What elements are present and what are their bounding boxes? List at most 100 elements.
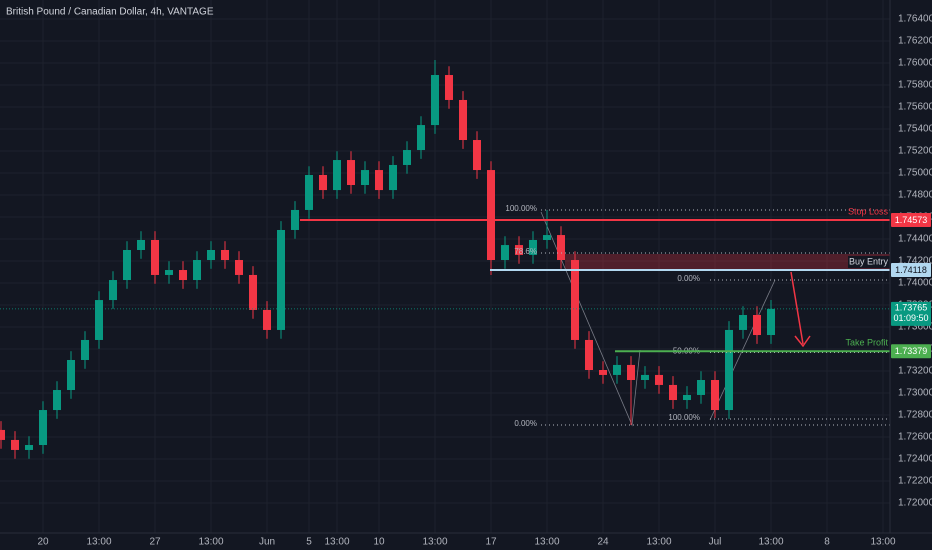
candle-body (249, 274, 257, 310)
candle-body (123, 250, 132, 281)
candle-body (767, 308, 775, 336)
axes: 1.72000 1.72200 1.72400 1.72600 1.72800 1.730… (37, 14, 932, 548)
level-tag (891, 263, 931, 278)
fib-label: 0.00% (514, 419, 537, 428)
candle-body (11, 439, 20, 450)
y-tick-label: 1.75200 (898, 146, 932, 157)
candle-body (501, 245, 509, 261)
candle-body (641, 374, 649, 381)
candle-body (81, 339, 90, 360)
candle-body (585, 339, 593, 370)
plot: 100.00%78.6%0.00%0.00%50.00%100.00%Stop … (0, 60, 890, 459)
candle-body (725, 329, 733, 411)
candle-body (277, 229, 285, 330)
candle-body (431, 75, 439, 126)
candle-body (683, 394, 691, 401)
y-tick-label: 1.75800 (898, 80, 932, 91)
candle-body (207, 250, 216, 261)
fib-guide (709, 279, 776, 421)
level-tag-label: 1.74118 (895, 265, 927, 275)
candle-body (109, 280, 118, 301)
x-tick-label: Jul (709, 537, 722, 548)
x-tick-label: 24 (597, 537, 609, 548)
candle-body (739, 315, 747, 330)
y-tick-label: 1.72400 (898, 454, 932, 465)
level-tag (891, 212, 931, 227)
level-tag-label: 1.73379 (895, 346, 928, 356)
x-tick-label: 20 (37, 537, 49, 548)
candle-body (417, 125, 425, 151)
candle-body (221, 250, 230, 261)
candle-body (0, 429, 6, 440)
level-tag (891, 344, 931, 359)
countdown-label: 01:09:50 (893, 313, 928, 323)
grid (0, 0, 890, 533)
level-name: Buy Entry (849, 256, 889, 266)
candle-body (571, 260, 579, 340)
candle-body (361, 170, 369, 185)
candle-body (445, 75, 453, 100)
candle-body (711, 380, 719, 411)
candle-body (599, 369, 607, 375)
fib-label: 100.00% (668, 413, 700, 422)
arrow (790, 271, 804, 345)
chart-title: British Pound / Canadian Dollar, 4h, VAN… (6, 7, 214, 18)
x-tick-label: Jun (259, 537, 275, 548)
candle-body (39, 410, 48, 446)
y-tick-label: 1.73600 (898, 322, 932, 333)
candle-body (165, 270, 174, 275)
candle-body (235, 260, 244, 275)
x-tick-label: 13:00 (870, 537, 895, 548)
x-tick-label: 5 (306, 537, 312, 548)
x-tick-label: 13:00 (534, 537, 559, 548)
candle-body (655, 374, 663, 385)
candle-body (333, 160, 341, 191)
candle-body (151, 239, 160, 275)
y-tick-label: 1.72600 (898, 432, 932, 443)
x-tick-label: 27 (149, 537, 161, 548)
current-price-tag (891, 301, 931, 326)
y-tick-label: 1.75600 (898, 102, 932, 113)
y-tick-label: 1.72200 (898, 476, 932, 487)
x-tick-label: 13:00 (324, 537, 349, 548)
candle-body (459, 99, 467, 141)
y-tick-label: 1.76400 (898, 14, 932, 25)
candle-body (529, 239, 537, 255)
candle-body (53, 390, 62, 411)
y-tick-label: 1.76200 (898, 36, 932, 47)
x-tick-label: 13:00 (758, 537, 783, 548)
candle-body (487, 170, 495, 261)
level-name: Take Profit (845, 338, 888, 348)
y-tick-label: 1.73200 (898, 366, 932, 377)
x-tick-label: 13:00 (422, 537, 447, 548)
candle-body (375, 170, 383, 191)
y-tick-label: 1.72000 (898, 498, 932, 509)
fib-label: 78.6% (514, 247, 537, 256)
candle-body (347, 160, 355, 185)
level-tag-label: 1.74573 (895, 215, 928, 225)
x-tick-label: 13:00 (646, 537, 671, 548)
y-tick-label: 1.75000 (898, 168, 932, 179)
candle-body (179, 270, 188, 281)
candle-body (95, 300, 104, 340)
candle-body (515, 245, 523, 255)
y-tick-label: 1.74000 (898, 278, 932, 289)
entry-zone (565, 254, 890, 269)
candle-body (669, 384, 677, 401)
fib-label: 100.00% (505, 204, 537, 213)
candle-body (291, 209, 299, 230)
y-tick-label: 1.74800 (898, 190, 932, 201)
candle-body (137, 239, 146, 251)
x-tick-label: 13:00 (86, 537, 111, 548)
x-tick-label: 13:00 (198, 537, 223, 548)
candle-body (627, 364, 635, 381)
candle-body (753, 315, 761, 336)
y-tick-label: 1.72800 (898, 410, 932, 421)
candle-body (305, 174, 313, 210)
y-tick-label: 1.74400 (898, 234, 932, 245)
arrow-head (794, 335, 811, 348)
fib-label: 0.00% (677, 274, 700, 283)
candle-body (319, 174, 327, 191)
y-tick-label: 1.73000 (898, 388, 932, 399)
